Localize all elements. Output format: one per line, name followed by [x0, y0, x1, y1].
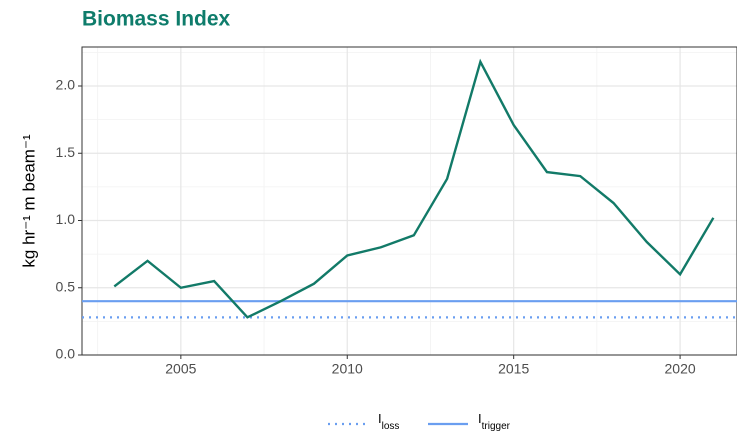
x-tick-label: 2020: [665, 361, 696, 377]
x-tick-label: 2010: [332, 361, 363, 377]
legend-label-main: I: [378, 411, 382, 426]
y-tick-label: 0.0: [56, 346, 76, 362]
legend-label-main: I: [478, 411, 482, 426]
y-tick-label: 0.5: [56, 278, 76, 294]
y-tick-label: 1.0: [56, 211, 76, 227]
chart-title: Biomass Index: [82, 8, 231, 31]
x-tick-label: 2005: [165, 361, 196, 377]
y-tick-label: 2.0: [56, 77, 76, 93]
y-tick-label: 1.5: [56, 144, 76, 160]
legend-label: Itrigger: [478, 411, 511, 431]
legend-label-sub: trigger: [482, 421, 511, 432]
legend-label: Iloss: [378, 411, 399, 431]
data-line: [113, 58, 715, 319]
x-tick-label: 2015: [498, 361, 529, 377]
legend-label-sub: loss: [382, 421, 400, 432]
y-axis-label: kg hr⁻¹ m beam⁻¹: [19, 134, 38, 268]
panel-border: [81, 46, 737, 356]
